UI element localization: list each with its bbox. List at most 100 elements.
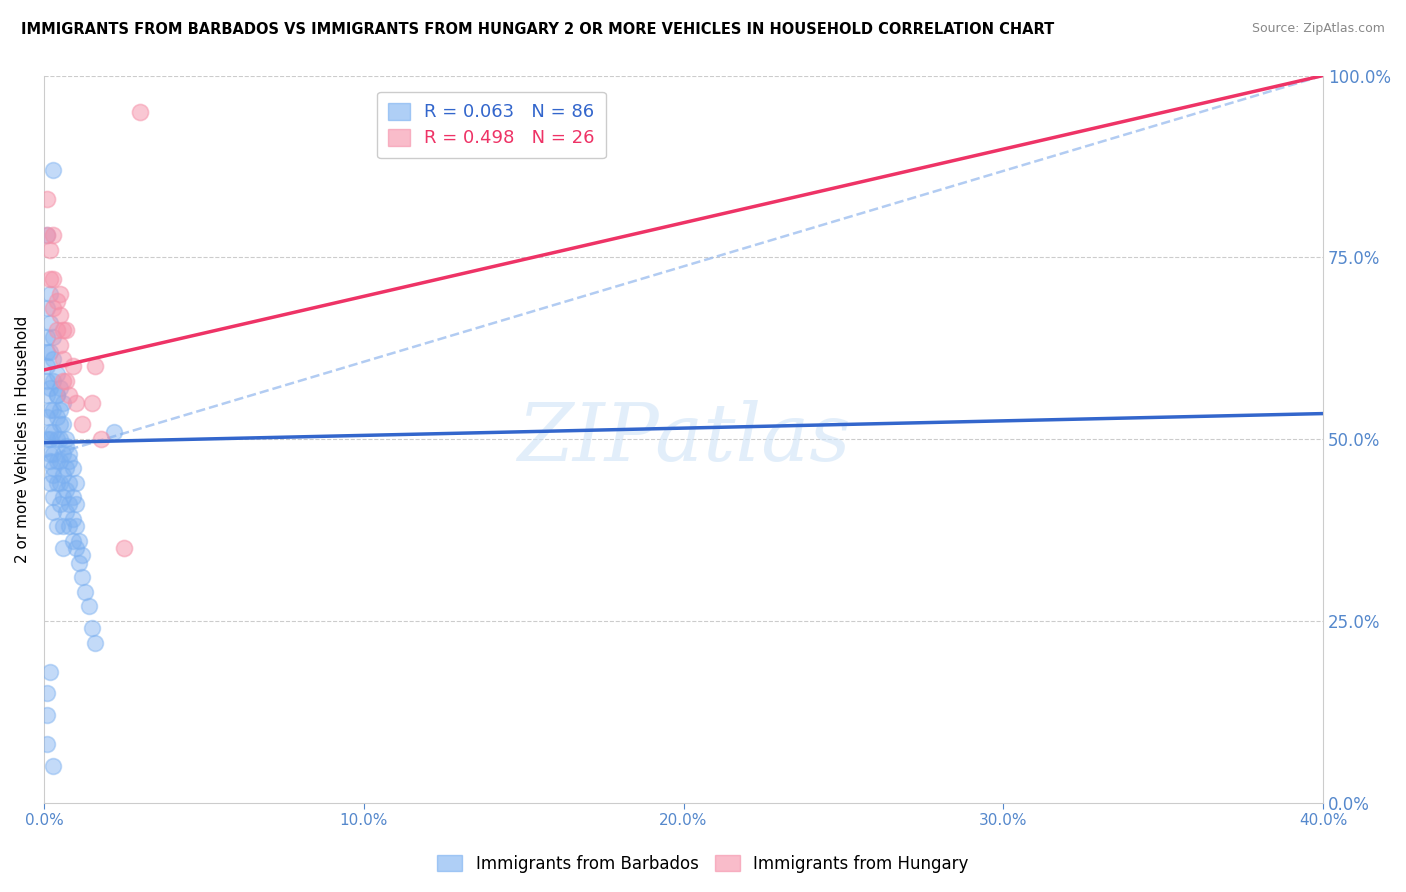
Point (55, 323, 77, 337)
Point (58, 475, 80, 490)
Point (49, 381, 72, 395)
Point (80, 395, 103, 409)
Point (35, 301, 58, 315)
Point (49, 417, 72, 432)
Point (49, 309, 72, 323)
Point (52, 417, 75, 432)
Point (35, 737, 58, 751)
Point (84, 635, 107, 649)
Point (35, 374, 58, 388)
Text: ZIPatlas: ZIPatlas (517, 401, 851, 478)
Point (42, 352, 65, 367)
Point (52, 323, 75, 337)
Point (42, 505, 65, 519)
Point (42, 425, 65, 439)
Point (45, 475, 67, 490)
Point (52, 541, 75, 555)
Point (45, 388, 67, 402)
Point (55, 439, 77, 453)
Point (62, 512, 84, 526)
Point (45, 519, 67, 533)
Point (42, 403, 65, 417)
Point (128, 104, 150, 119)
Point (42, 272, 65, 286)
Point (52, 446, 75, 460)
Point (35, 708, 58, 723)
Point (39, 344, 62, 359)
Point (39, 446, 62, 460)
Point (35, 359, 58, 374)
Point (67, 556, 90, 570)
Point (42, 374, 65, 388)
Point (39, 454, 62, 468)
Point (65, 475, 87, 490)
Point (62, 490, 84, 504)
Point (75, 584, 97, 599)
Point (42, 446, 65, 460)
Point (39, 403, 62, 417)
Point (72, 417, 94, 432)
Point (49, 475, 72, 490)
Point (52, 519, 75, 533)
Point (112, 541, 135, 555)
Point (49, 286, 72, 301)
Point (49, 432, 72, 446)
Point (42, 461, 65, 475)
Point (58, 519, 80, 533)
Point (90, 432, 112, 446)
Point (62, 533, 84, 548)
Point (49, 454, 72, 468)
Point (72, 549, 94, 563)
Point (55, 374, 77, 388)
Point (42, 301, 65, 315)
Point (80, 621, 103, 635)
Point (39, 475, 62, 490)
Point (35, 388, 58, 402)
Point (35, 192, 58, 206)
Point (42, 490, 65, 504)
Point (39, 381, 62, 395)
Y-axis label: 2 or more Vehicles in Household: 2 or more Vehicles in Household (15, 316, 30, 563)
Point (52, 468, 75, 483)
Point (65, 498, 87, 512)
Point (35, 228, 58, 243)
Point (39, 425, 62, 439)
Point (55, 432, 77, 446)
Point (49, 498, 72, 512)
Point (39, 243, 62, 257)
Point (39, 665, 62, 679)
Point (42, 468, 65, 483)
Point (45, 388, 67, 402)
Point (55, 483, 77, 497)
Point (77, 599, 100, 614)
Point (39, 272, 62, 286)
Point (67, 533, 90, 548)
Point (84, 359, 107, 374)
Point (45, 293, 67, 308)
Text: Source: ZipAtlas.com: Source: ZipAtlas.com (1251, 22, 1385, 36)
Point (58, 388, 80, 402)
Text: IMMIGRANTS FROM BARBADOS VS IMMIGRANTS FROM HUNGARY 2 OR MORE VEHICLES IN HOUSEH: IMMIGRANTS FROM BARBADOS VS IMMIGRANTS F… (21, 22, 1054, 37)
Legend: R = 0.063   N = 86, R = 0.498   N = 26: R = 0.063 N = 86, R = 0.498 N = 26 (377, 92, 606, 158)
Point (39, 286, 62, 301)
Point (35, 686, 58, 700)
Point (45, 432, 67, 446)
Point (52, 490, 75, 504)
Point (55, 461, 77, 475)
Point (35, 228, 58, 243)
Point (42, 228, 65, 243)
Point (45, 367, 67, 381)
Point (45, 410, 67, 425)
Point (35, 330, 58, 344)
Point (49, 403, 72, 417)
Point (42, 759, 65, 773)
Point (42, 330, 65, 344)
Point (52, 395, 75, 409)
Point (72, 570, 94, 584)
Point (52, 352, 75, 367)
Point (35, 344, 58, 359)
Point (55, 505, 77, 519)
Point (52, 374, 75, 388)
Point (35, 432, 58, 446)
Point (58, 498, 80, 512)
